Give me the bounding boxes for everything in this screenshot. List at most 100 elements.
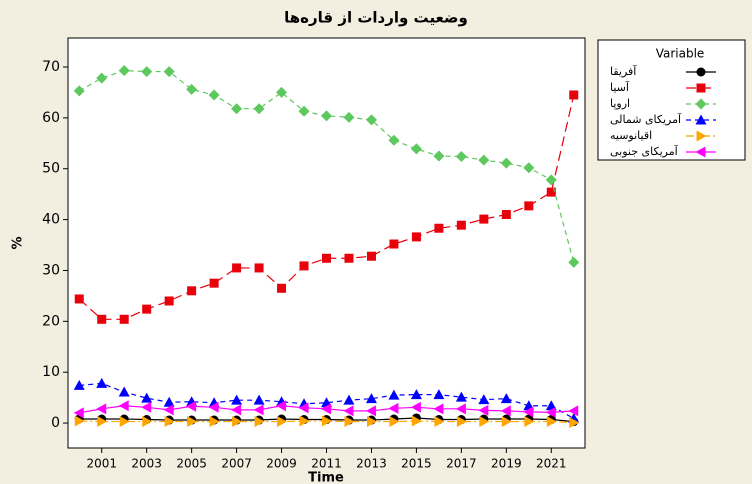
data-point [434, 223, 444, 233]
plot-area [67, 37, 586, 449]
data-point [344, 416, 355, 428]
data-point [163, 404, 174, 416]
y-tick-label: 60 [42, 110, 60, 126]
data-point [118, 65, 130, 77]
data-point [164, 416, 175, 428]
legend-label: آسیا [610, 80, 630, 94]
data-point [434, 416, 445, 428]
data-point [74, 415, 85, 427]
series-line [79, 382, 575, 420]
data-point [321, 110, 332, 122]
data-point [500, 393, 512, 404]
data-point [500, 405, 511, 417]
data-point [231, 404, 242, 416]
data-point [410, 143, 422, 155]
data-point [389, 416, 400, 428]
data-point [322, 253, 331, 263]
data-point [411, 232, 421, 242]
x-tick-label: 2003 [131, 457, 162, 471]
data-point [410, 401, 421, 413]
data-point [253, 404, 264, 416]
legend-marker [695, 146, 706, 158]
data-point [411, 415, 422, 427]
data-point [545, 406, 556, 418]
data-point [524, 416, 535, 428]
data-point [388, 134, 400, 146]
data-point [74, 294, 84, 304]
data-point [478, 154, 490, 166]
legend-title: Variable [656, 47, 705, 61]
x-tick-label: 2011 [311, 457, 342, 471]
data-point [142, 304, 152, 314]
x-tick-label: 2019 [491, 457, 522, 471]
legend-label: آفریقا [610, 64, 637, 78]
data-point [97, 314, 107, 324]
data-point [119, 314, 129, 324]
legend-marker [695, 98, 707, 110]
data-point [501, 416, 512, 428]
data-point [163, 396, 175, 407]
y-tick-label: 10 [42, 364, 60, 380]
data-point [343, 405, 354, 417]
data-point [187, 416, 198, 428]
data-point [141, 401, 152, 413]
data-point [322, 415, 332, 427]
data-point [343, 394, 355, 405]
data-point [366, 416, 377, 428]
x-tick-label: 2007 [221, 457, 252, 471]
data-point [208, 401, 219, 413]
data-point [501, 210, 511, 220]
data-point [365, 114, 377, 126]
data-point [433, 403, 444, 415]
x-tick-label: 2013 [356, 457, 387, 471]
data-point [96, 403, 107, 415]
data-point [479, 416, 490, 428]
data-point [187, 286, 197, 296]
data-point [569, 90, 579, 100]
data-point [277, 416, 288, 428]
legend-label: آمریکای شمالی [610, 112, 682, 126]
data-point [119, 416, 130, 428]
data-point [455, 403, 466, 415]
data-point [254, 416, 265, 428]
data-point [388, 389, 400, 400]
data-point [455, 391, 467, 402]
data-point [73, 407, 84, 419]
x-tick-label: 2017 [446, 457, 477, 471]
data-point [118, 386, 130, 397]
x-tick-label: 2009 [266, 457, 297, 471]
data-point [276, 86, 288, 98]
data-point [569, 417, 580, 429]
data-point [186, 400, 197, 412]
data-point [254, 263, 264, 273]
data-point [209, 416, 220, 428]
legend [597, 39, 746, 161]
data-point [299, 261, 309, 271]
y-tick-label: 0 [51, 415, 60, 431]
data-point [410, 389, 422, 400]
data-point [366, 251, 376, 261]
data-point [545, 400, 557, 411]
data-point [231, 394, 243, 405]
legend-marker [696, 130, 707, 142]
data-point [299, 415, 310, 427]
data-point [276, 400, 287, 412]
data-point [546, 416, 557, 428]
legend-label: اقیانوسیه [610, 129, 652, 142]
data-point [343, 111, 355, 123]
data-point [73, 85, 85, 97]
data-point [118, 400, 129, 412]
data-point [277, 283, 287, 293]
y-tick-label: 30 [42, 262, 60, 278]
data-point [365, 405, 376, 417]
legend-marker [695, 114, 707, 125]
data-point [365, 393, 377, 404]
data-point [389, 239, 399, 249]
data-point [433, 389, 445, 400]
data-point [96, 377, 108, 388]
data-point [142, 416, 153, 428]
data-point [433, 150, 445, 162]
data-point [321, 403, 331, 415]
data-point [141, 66, 153, 78]
series-line [78, 69, 575, 263]
